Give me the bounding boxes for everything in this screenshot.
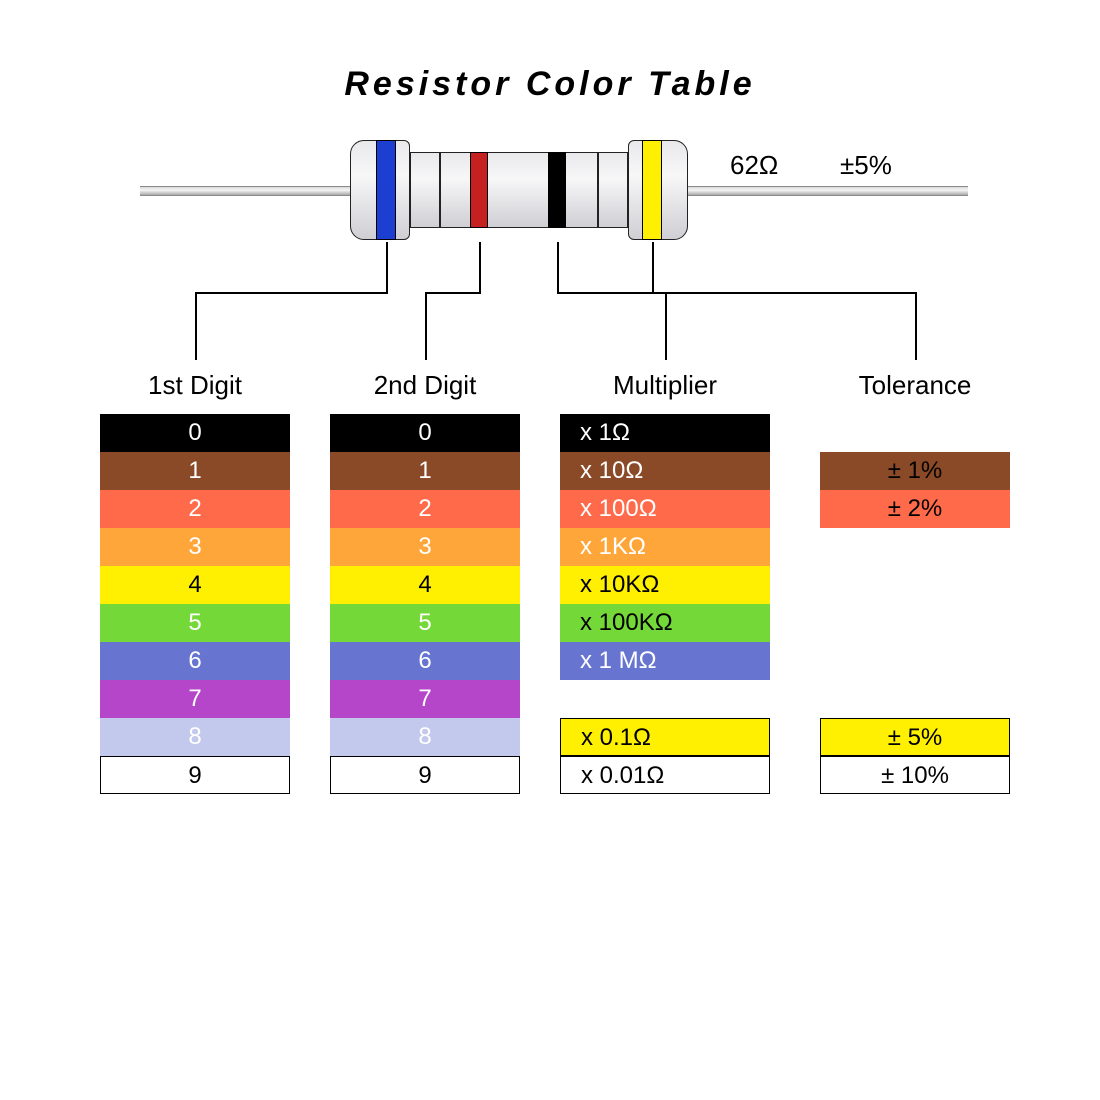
cell-d1-row: 2 xyxy=(100,490,290,528)
cell-mult-row: x 100KΩ xyxy=(560,604,770,642)
column-header-mult: Multiplier xyxy=(560,370,770,401)
cell-d2-row: 2 xyxy=(330,490,520,528)
cell-tol-row: ± 5% xyxy=(820,718,1010,756)
cell-d2-row: 3 xyxy=(330,528,520,566)
cell-d1-row: 0 xyxy=(100,414,290,452)
cell-mult-row: x 1Ω xyxy=(560,414,770,452)
cell-d2-row: 5 xyxy=(330,604,520,642)
resistor-lead-left xyxy=(140,186,350,196)
resistor-body xyxy=(598,152,628,228)
cell-mult-row: x 1KΩ xyxy=(560,528,770,566)
cell-mult-row: x 100Ω xyxy=(560,490,770,528)
page-title: Resistor Color Table xyxy=(0,65,1100,104)
band-digit1 xyxy=(376,140,396,240)
cell-d1-row: 5 xyxy=(100,604,290,642)
leader-line xyxy=(557,242,559,292)
resistor-lead-right xyxy=(688,186,968,196)
leader-line xyxy=(425,292,481,294)
leader-line xyxy=(557,292,667,294)
cell-d2-row: 9 xyxy=(330,756,520,794)
cell-d2-row: 7 xyxy=(330,680,520,718)
leader-line xyxy=(386,242,388,292)
column-header-d2: 2nd Digit xyxy=(330,370,520,401)
cell-mult-row: x 1 MΩ xyxy=(560,642,770,680)
resistor-body xyxy=(440,152,598,228)
cell-d2-row: 1 xyxy=(330,452,520,490)
cell-d2-row: 0 xyxy=(330,414,520,452)
cell-mult-row: x 10KΩ xyxy=(560,566,770,604)
leader-line xyxy=(425,292,427,360)
column-header-d1: 1st Digit xyxy=(100,370,290,401)
cell-mult-row: x 10Ω xyxy=(560,452,770,490)
leader-line xyxy=(195,292,388,294)
cell-mult-row: x 0.1Ω xyxy=(560,718,770,756)
cell-d1-row: 8 xyxy=(100,718,290,756)
resistance-value: 62Ω xyxy=(730,150,778,181)
cell-d1-row: 9 xyxy=(100,756,290,794)
leader-line xyxy=(479,242,481,292)
band-tolerance xyxy=(642,140,662,240)
cell-tol-row: ± 2% xyxy=(820,490,1010,528)
cell-d2-row: 8 xyxy=(330,718,520,756)
tolerance-value: ±5% xyxy=(840,150,892,181)
cell-d1-row: 3 xyxy=(100,528,290,566)
band-multiplier xyxy=(548,152,566,228)
leader-line xyxy=(665,292,667,360)
leader-line xyxy=(195,292,197,360)
cell-d1-row: 1 xyxy=(100,452,290,490)
cell-d2-row: 4 xyxy=(330,566,520,604)
cell-tol-row: ± 10% xyxy=(820,756,1010,794)
column-header-tol: Tolerance xyxy=(820,370,1010,401)
leader-line xyxy=(652,292,917,294)
resistor-body xyxy=(410,152,440,228)
cell-mult-row: x 0.01Ω xyxy=(560,756,770,794)
leader-line xyxy=(915,292,917,360)
cell-d1-row: 6 xyxy=(100,642,290,680)
cell-d1-row: 7 xyxy=(100,680,290,718)
band-digit2 xyxy=(470,152,488,228)
cell-d1-row: 4 xyxy=(100,566,290,604)
cell-d2-row: 6 xyxy=(330,642,520,680)
leader-line xyxy=(652,242,654,292)
cell-tol-row: ± 1% xyxy=(820,452,1010,490)
